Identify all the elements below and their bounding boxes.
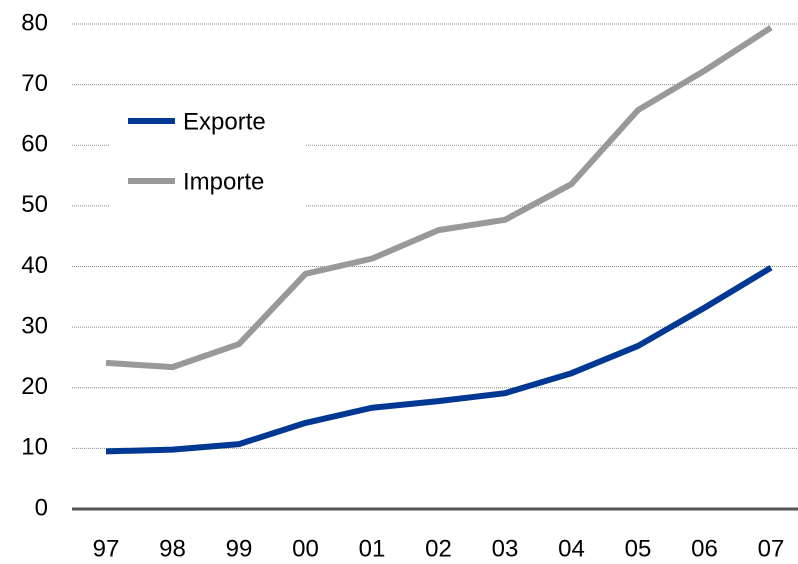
y-tick-label: 20 xyxy=(21,373,48,400)
x-tick-label: 02 xyxy=(425,535,452,562)
y-tick-label: 10 xyxy=(21,434,48,461)
x-tick-label: 06 xyxy=(691,535,718,562)
x-tick-label: 98 xyxy=(159,535,186,562)
y-tick-label: 60 xyxy=(21,131,48,158)
x-tick-label: 01 xyxy=(359,535,386,562)
line-series xyxy=(105,25,773,371)
x-tick-label: 04 xyxy=(558,535,585,562)
y-tick-label: 80 xyxy=(21,9,48,36)
y-tick-label: 40 xyxy=(21,252,48,279)
y-tick-label: 70 xyxy=(21,70,48,97)
x-tick-label: 00 xyxy=(292,535,319,562)
y-tick-label: 0 xyxy=(35,494,48,521)
x-tick-label: 97 xyxy=(93,535,120,562)
legend-label: Importe xyxy=(183,168,264,195)
x-tick-label: 07 xyxy=(758,535,785,562)
legend-box xyxy=(110,95,305,210)
x-tick-label: 99 xyxy=(226,535,253,562)
x-tick-label: 05 xyxy=(625,535,652,562)
legend-label: Exporte xyxy=(183,108,266,135)
line-series xyxy=(105,265,773,455)
x-tick-label: 03 xyxy=(492,535,519,562)
y-tick-label: 30 xyxy=(21,312,48,339)
y-tick-label: 50 xyxy=(21,191,48,218)
